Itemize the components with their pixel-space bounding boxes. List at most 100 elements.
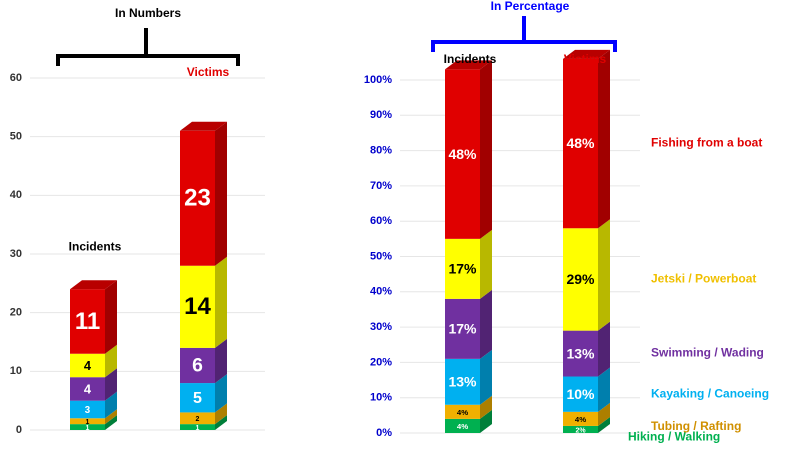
y-tick-label: 70%: [370, 180, 392, 192]
bar-side: [105, 415, 117, 430]
value-label: 13%: [448, 374, 477, 390]
bar-side: [598, 49, 610, 229]
bar-segment: [70, 400, 105, 419]
value-label: 3: [85, 405, 91, 416]
legend-label: Swimming / Wading: [651, 346, 764, 360]
y-tick-label: 40: [10, 189, 22, 201]
y-tick-label: 40%: [370, 286, 392, 298]
bar-side: [215, 338, 227, 384]
value-label: 4: [84, 358, 92, 373]
y-tick-label: 10: [10, 365, 22, 377]
value-label: 1: [86, 425, 90, 432]
bar-side: [215, 256, 227, 348]
bar-segment: [70, 418, 105, 425]
bar-side: [598, 321, 610, 377]
y-tick-label: 90%: [370, 109, 392, 121]
bar-segment: [180, 347, 215, 384]
bar-segment: [563, 58, 598, 229]
category-label: Incidents: [69, 239, 122, 253]
value-label: 4%: [457, 422, 468, 431]
y-tick-label: 80%: [370, 145, 392, 157]
bar-segment: [70, 353, 105, 378]
y-tick-label: 0%: [376, 427, 392, 439]
bar-segment: [180, 412, 215, 425]
value-label: 5: [193, 389, 202, 407]
bar-segment: [563, 330, 598, 377]
value-label: 6: [192, 355, 203, 377]
value-label: 48%: [566, 135, 595, 151]
bar-top: [70, 280, 117, 290]
bar-segment: [180, 424, 215, 430]
bar-side: [598, 416, 610, 433]
y-tick-label: 20: [10, 307, 22, 319]
bar-segment: [563, 228, 598, 331]
bar-segment: [180, 265, 215, 348]
bar-segment: [445, 404, 480, 419]
y-tick-label: 60%: [370, 215, 392, 227]
value-label: 23: [184, 185, 211, 212]
bar-segment: [445, 298, 480, 359]
category-label: Victims: [187, 65, 230, 79]
category-label: Incidents: [444, 52, 497, 66]
bar-side: [480, 289, 492, 359]
y-tick-label: 0: [16, 424, 22, 436]
bar-segment: [563, 425, 598, 433]
value-label: 29%: [566, 271, 595, 287]
y-tick-label: 100%: [364, 74, 392, 86]
bar-segment: [445, 69, 480, 239]
bar-side: [598, 367, 610, 412]
bar-side: [480, 349, 492, 405]
bar-side: [105, 280, 117, 354]
bar-side: [105, 391, 117, 419]
bar-top: [180, 121, 227, 131]
bar-top: [445, 60, 492, 70]
bar-segment: [70, 424, 105, 430]
value-label: 14: [184, 293, 211, 320]
chart-title: In Percentage: [491, 0, 570, 13]
category-label: Victims: [564, 52, 607, 66]
bar-side: [598, 402, 610, 426]
bar-side: [480, 60, 492, 239]
value-label: 2%: [575, 427, 586, 434]
value-label: 1: [86, 419, 90, 426]
bar-segment: [445, 418, 480, 433]
legend-label: Jetski / Powerboat: [651, 272, 756, 286]
value-label: 4: [84, 381, 92, 396]
bar-segment: [70, 377, 105, 401]
y-tick-label: 20%: [370, 356, 392, 368]
value-label: 10%: [566, 386, 595, 402]
value-label: 4%: [575, 415, 586, 424]
bar-side: [215, 415, 227, 430]
value-label: 13%: [566, 345, 595, 361]
bar-segment: [180, 130, 215, 266]
bar-side: [105, 409, 117, 425]
value-label: 17%: [448, 321, 477, 337]
y-tick-label: 30%: [370, 321, 392, 333]
value-label: 11: [75, 308, 100, 335]
bar-side: [215, 374, 227, 413]
value-label: 4%: [457, 408, 468, 417]
bar-side: [480, 409, 492, 433]
y-tick-label: 50%: [370, 250, 392, 262]
bar-side: [105, 368, 117, 401]
bar-segment: [180, 383, 215, 413]
value-label: 48%: [448, 146, 477, 162]
y-tick-label: 60: [10, 72, 22, 84]
y-tick-label: 50: [10, 131, 22, 143]
bar-side: [480, 395, 492, 419]
bar-segment: [70, 289, 105, 354]
bar-side: [105, 344, 117, 378]
value-label: 2: [196, 416, 200, 423]
bar-side: [598, 219, 610, 331]
value-label: 17%: [448, 261, 477, 277]
bar-segment: [445, 358, 480, 405]
bar-segment: [445, 238, 480, 299]
chart-title: In Numbers: [115, 6, 181, 20]
bar-side: [480, 229, 492, 299]
legend-label: Tubing / Rafting: [651, 419, 741, 433]
y-tick-label: 10%: [370, 392, 392, 404]
y-tick-label: 30: [10, 248, 22, 260]
bar-segment: [563, 411, 598, 426]
bar-side: [215, 403, 227, 425]
